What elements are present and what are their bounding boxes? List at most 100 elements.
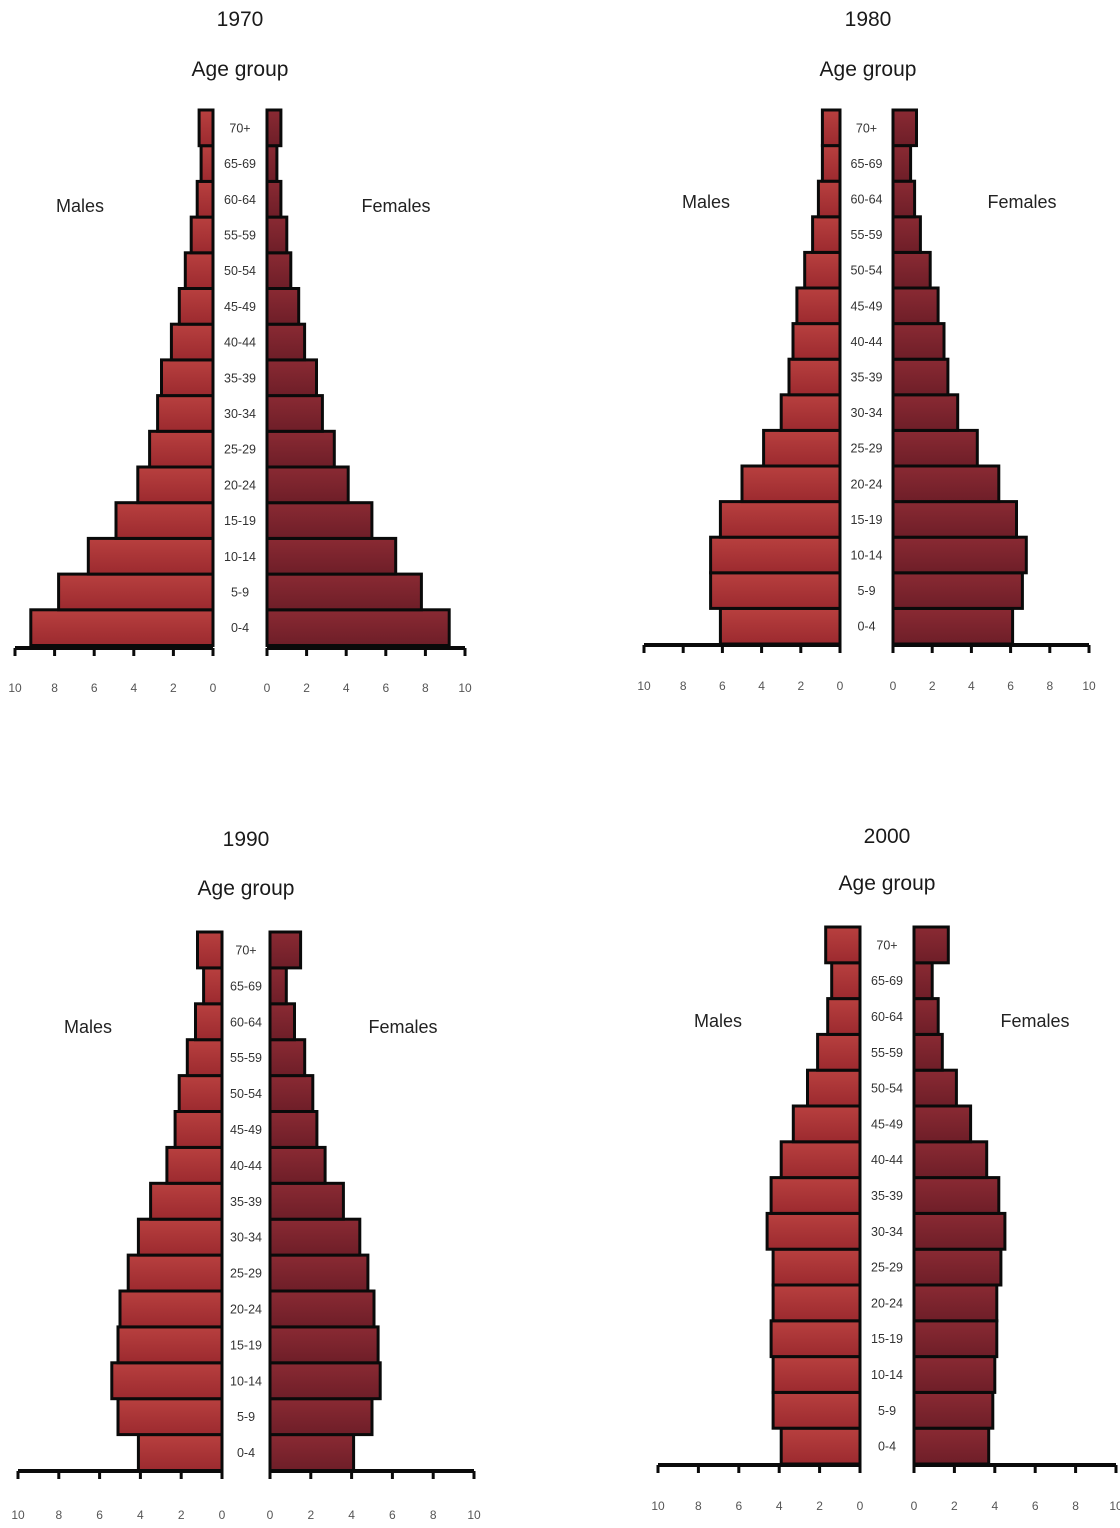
age-label: 20-24 bbox=[871, 1296, 903, 1310]
series-label-males: Males bbox=[682, 192, 730, 212]
category-axis-title: Age group bbox=[192, 58, 289, 81]
age-label: 45-49 bbox=[224, 300, 256, 314]
bar-females-0-4 bbox=[891, 606, 1015, 646]
bar-females-10-14 bbox=[268, 1361, 382, 1401]
tick-label: 4 bbox=[130, 681, 137, 695]
bar-males-15-19 bbox=[769, 1319, 862, 1359]
age-label: 50-54 bbox=[224, 264, 256, 278]
age-label: 60-64 bbox=[871, 1010, 903, 1024]
bar-males-15-19 bbox=[718, 500, 842, 539]
tick-label: 2 bbox=[929, 679, 936, 693]
bar-females-40-44 bbox=[265, 322, 307, 362]
age-label: 25-29 bbox=[871, 1261, 903, 1275]
age-label: 0-4 bbox=[237, 1446, 255, 1460]
tick-label: 2 bbox=[307, 1508, 314, 1522]
tick-label: 6 bbox=[1007, 679, 1014, 693]
age-label: 0-4 bbox=[857, 620, 875, 634]
pyramid-1970: 1970 Age group Males Females 0-4 5-9 10-14 15-1… bbox=[8, 8, 472, 695]
tick-label: 2 bbox=[951, 1499, 958, 1513]
tick-label: 6 bbox=[1032, 1499, 1039, 1513]
bar-females-15-19 bbox=[891, 500, 1018, 539]
age-label: 10-14 bbox=[851, 549, 883, 563]
bar-males-35-39 bbox=[787, 357, 842, 397]
bar-females-35-39 bbox=[891, 357, 950, 397]
bar-females-30-34 bbox=[912, 1211, 1007, 1251]
bar-males-25-29 bbox=[148, 429, 215, 469]
bar-females-65-69 bbox=[268, 966, 288, 1006]
bar-males-25-29 bbox=[771, 1247, 862, 1287]
bar-females-10-14 bbox=[891, 535, 1028, 575]
age-label: 55-59 bbox=[871, 1046, 903, 1060]
bar-females-25-29 bbox=[912, 1247, 1003, 1287]
age-label: 25-29 bbox=[224, 443, 256, 457]
pyramid-1990: 1990 Age group Males Females 0-4 5-9 10-14 15-1… bbox=[11, 828, 481, 1522]
bar-females-5-9 bbox=[891, 571, 1024, 610]
age-label: 70+ bbox=[856, 121, 877, 135]
age-label: 65-69 bbox=[230, 979, 262, 993]
pyramid-1980: 1980 Age group Males Females 0-4 5-9 10-14 15-1… bbox=[637, 8, 1096, 693]
tick-label: 10 bbox=[637, 679, 651, 693]
age-label: 50-54 bbox=[871, 1082, 903, 1096]
age-label: 30-34 bbox=[224, 407, 256, 421]
bar-males-65-69 bbox=[199, 144, 215, 183]
tick-label: 8 bbox=[55, 1508, 62, 1522]
bar-males-30-34 bbox=[765, 1211, 862, 1251]
age-label: 55-59 bbox=[230, 1051, 262, 1065]
tick-label: 0 bbox=[911, 1499, 918, 1513]
age-label: 70+ bbox=[235, 944, 256, 958]
bar-females-45-49 bbox=[891, 286, 940, 326]
bar-males-0-4 bbox=[718, 606, 842, 646]
tick-label: 0 bbox=[210, 681, 217, 695]
tick-label: 10 bbox=[467, 1508, 481, 1522]
bar-males-20-24 bbox=[740, 464, 842, 504]
age-label: 30-34 bbox=[230, 1231, 262, 1245]
tick-label: 2 bbox=[170, 681, 177, 695]
bar-females-0-4 bbox=[268, 1433, 356, 1472]
bar-males-65-69 bbox=[830, 961, 862, 1001]
tick-label: 0 bbox=[267, 1508, 274, 1522]
bar-males-35-39 bbox=[769, 1176, 862, 1215]
bar-males-30-34 bbox=[136, 1217, 224, 1257]
bar-females-70+ bbox=[265, 108, 283, 148]
bar-males-60-64 bbox=[195, 179, 215, 219]
bar-females-20-24 bbox=[268, 1289, 376, 1329]
bar-males-45-49 bbox=[173, 1110, 224, 1149]
age-label: 10-14 bbox=[230, 1374, 262, 1388]
bar-females-40-44 bbox=[268, 1145, 327, 1185]
age-label: 70+ bbox=[876, 938, 897, 952]
bar-males-45-49 bbox=[791, 1104, 862, 1144]
bar-males-15-19 bbox=[116, 1325, 224, 1365]
age-label: 10-14 bbox=[224, 550, 256, 564]
bar-females-65-69 bbox=[912, 961, 934, 1001]
age-label: 40-44 bbox=[230, 1159, 262, 1173]
bar-males-10-14 bbox=[110, 1361, 224, 1401]
bar-males-70+ bbox=[820, 108, 842, 148]
chart-title: 1970 bbox=[217, 8, 264, 31]
tick-label: 0 bbox=[219, 1508, 226, 1522]
bar-males-40-44 bbox=[791, 322, 842, 361]
age-label: 40-44 bbox=[871, 1153, 903, 1167]
tick-label: 4 bbox=[776, 1499, 783, 1513]
age-label: 30-34 bbox=[851, 406, 883, 420]
tick-label: 10 bbox=[1109, 1499, 1120, 1513]
bar-females-10-14 bbox=[912, 1355, 997, 1394]
bar-males-55-59 bbox=[816, 1032, 862, 1072]
bar-females-60-64 bbox=[265, 179, 283, 219]
tick-label: 10 bbox=[651, 1499, 665, 1513]
category-axis-title: Age group bbox=[820, 58, 917, 81]
bar-females-60-64 bbox=[268, 1002, 296, 1042]
tick-label: 6 bbox=[735, 1499, 742, 1513]
age-label: 40-44 bbox=[851, 335, 883, 349]
age-label: 65-69 bbox=[224, 157, 256, 171]
bar-males-35-39 bbox=[160, 358, 215, 398]
bar-males-5-9 bbox=[709, 571, 842, 610]
bar-females-30-34 bbox=[265, 394, 324, 433]
bar-males-0-4 bbox=[779, 1426, 862, 1466]
category-axis-title: Age group bbox=[198, 877, 295, 900]
age-label: 25-29 bbox=[851, 442, 883, 456]
age-label: 50-54 bbox=[851, 264, 883, 278]
tick-label: 6 bbox=[382, 681, 389, 695]
age-label: 65-69 bbox=[851, 157, 883, 171]
bar-females-20-24 bbox=[891, 464, 1001, 504]
